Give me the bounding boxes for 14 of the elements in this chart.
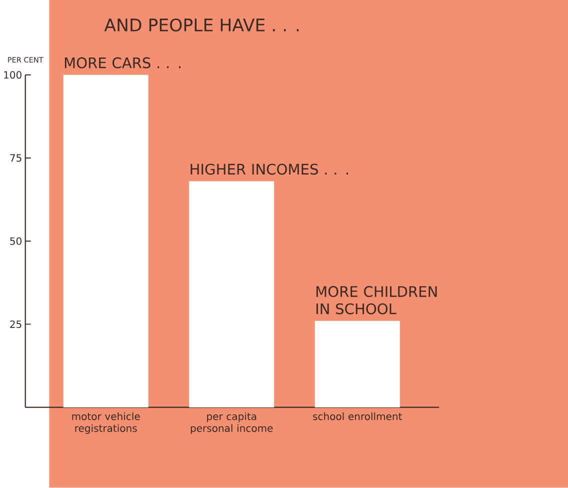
chart-title: AND PEOPLE HAVE . . . xyxy=(104,18,299,32)
x-tick-label: school enrollment xyxy=(313,412,402,420)
x-tick-label: per capita personal income xyxy=(190,412,273,434)
y-tick-label: 75 xyxy=(10,154,22,162)
x-tick-label: motor vehicle registrations xyxy=(72,412,140,434)
annotation: MORE CARS . . . xyxy=(64,57,180,68)
annotation: HIGHER INCOMES . . . xyxy=(190,164,348,175)
bar xyxy=(314,321,400,408)
y-tick-label: 50 xyxy=(10,237,22,246)
y-tick-label: 100 xyxy=(4,71,22,79)
annotation: MORE CHILDREN IN SCHOOL xyxy=(316,286,437,314)
y-tick-label: 25 xyxy=(10,320,22,328)
bar xyxy=(63,75,148,408)
bar xyxy=(189,181,274,408)
